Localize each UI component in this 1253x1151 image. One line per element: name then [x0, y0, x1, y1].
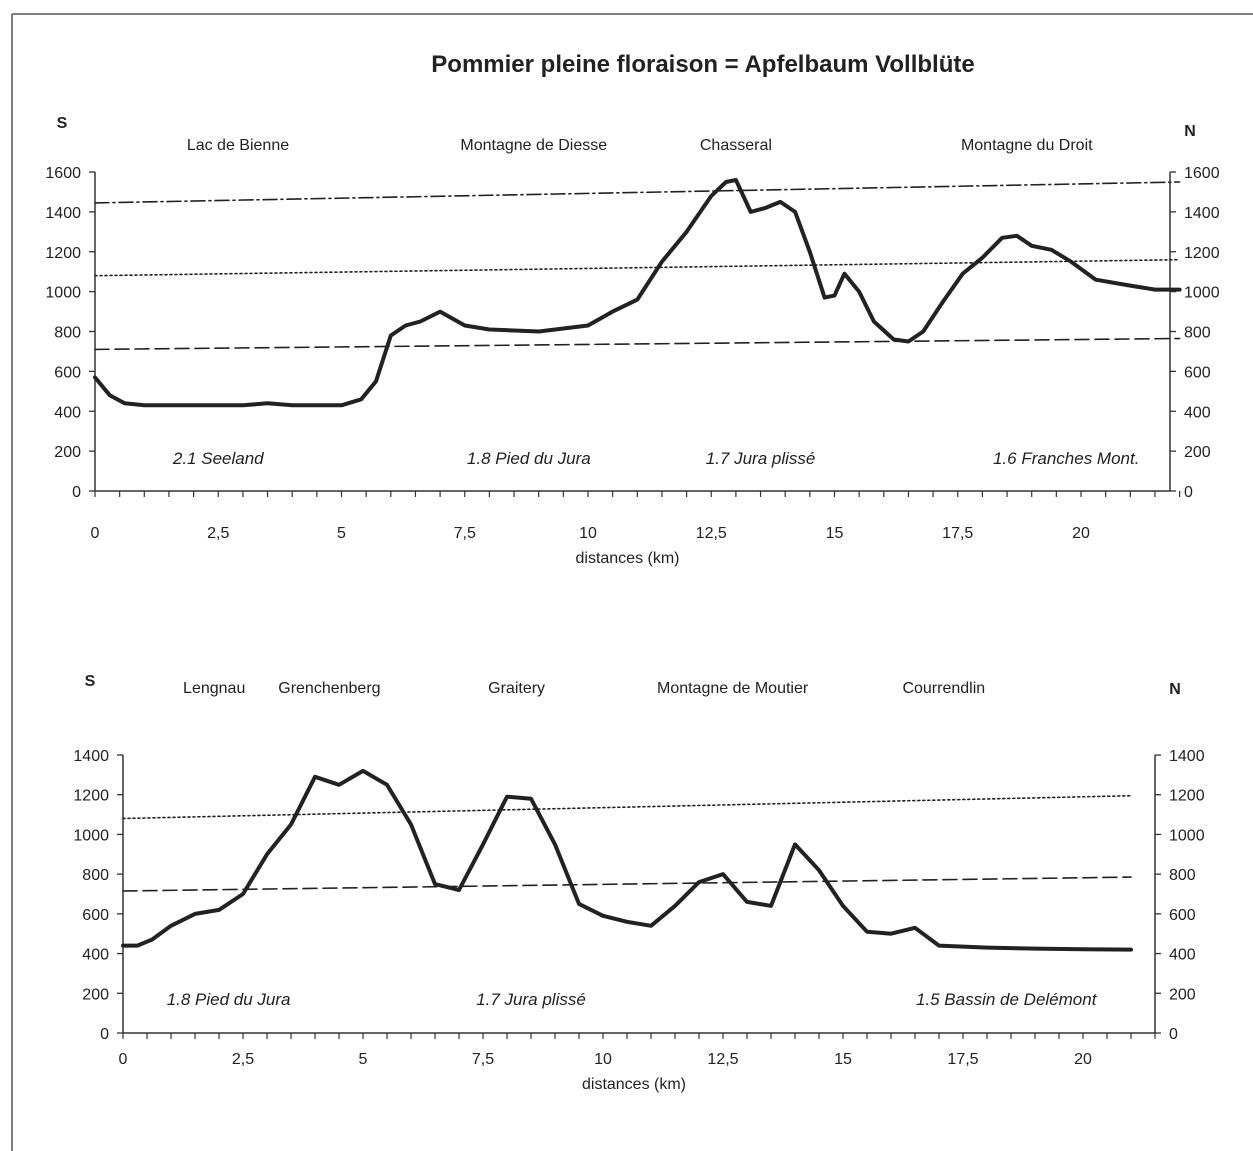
y-tick-label-left: 0: [72, 484, 81, 501]
x-tick-label: 12,5: [707, 1051, 738, 1068]
x-tick-label: 15: [834, 1051, 852, 1068]
y-tick-label-left: 200: [54, 444, 81, 461]
elevation-profile-line: [121, 768, 1133, 952]
threshold-line-dotted: [122, 794, 1132, 820]
figure-title: Pommier pleine floraison = Apfelbaum Vol…: [431, 51, 974, 78]
y-tick-label-left: 400: [82, 947, 109, 964]
x-tick-label: 15: [826, 525, 844, 542]
direction-label-north: N: [1169, 681, 1181, 698]
direction-label-north: N: [1184, 123, 1196, 140]
region-label: 1.5 Bassin de Delémont: [916, 990, 1098, 1009]
y-tick-label-left: 1000: [45, 285, 81, 302]
x-tick-label: 0: [91, 525, 100, 542]
y-tick-label-left: 800: [82, 867, 109, 884]
x-tick-label: 5: [337, 525, 346, 542]
y-tick-label-right: 1400: [1169, 748, 1205, 765]
y-tick-label-right: 800: [1169, 867, 1196, 884]
y-tick-label-left: 1200: [45, 245, 81, 262]
x-tick-label: 20: [1072, 525, 1090, 542]
place-label: Montagne de Diesse: [460, 137, 607, 154]
x-tick-label: 10: [594, 1051, 612, 1068]
elevation-profile-line: [93, 178, 1182, 408]
y-tick-label-right: 600: [1169, 907, 1196, 924]
y-tick-label-right: 400: [1169, 947, 1196, 964]
place-label: Montagne de Moutier: [657, 680, 809, 697]
x-tick-label: 20: [1074, 1051, 1092, 1068]
direction-label-south: S: [85, 673, 96, 690]
x-tick-label: 2,5: [232, 1051, 254, 1068]
region-label: 1.8 Pied du Jura: [467, 449, 591, 468]
y-tick-label-left: 600: [54, 364, 81, 381]
y-tick-label-right: 0: [1184, 484, 1193, 501]
x-tick-label: 12,5: [696, 525, 727, 542]
place-label: Chasseral: [700, 137, 772, 154]
y-tick-label-right: 1400: [1184, 205, 1220, 222]
y-tick-label-right: 1000: [1169, 827, 1205, 844]
threshold-line-dashed: [122, 876, 1132, 892]
x-tick-label: 17,5: [947, 1051, 978, 1068]
x-tick-label: 5: [359, 1051, 368, 1068]
y-tick-label-right: 1600: [1184, 165, 1220, 182]
y-tick-label-left: 1400: [45, 205, 81, 222]
y-tick-label-left: 600: [82, 907, 109, 924]
x-axis-title: distances (km): [575, 550, 679, 567]
y-tick-label-left: 200: [82, 986, 109, 1003]
x-tick-label: 7,5: [454, 525, 476, 542]
y-tick-label-left: 1000: [73, 827, 109, 844]
y-tick-label-right: 400: [1184, 404, 1211, 421]
y-tick-label-right: 600: [1184, 364, 1211, 381]
y-tick-label-left: 1400: [73, 748, 109, 765]
region-label: 1.7 Jura plissé: [476, 990, 586, 1009]
x-tick-label: 7,5: [472, 1051, 494, 1068]
place-label: Lengnau: [183, 680, 245, 697]
y-tick-label-left: 400: [54, 404, 81, 421]
y-tick-label-right: 1200: [1169, 788, 1205, 805]
place-label: Grenchenberg: [278, 680, 380, 697]
place-label: Lac de Bienne: [187, 137, 289, 154]
region-label: 1.6 Franches Mont.: [993, 449, 1139, 468]
x-tick-label: 0: [119, 1051, 128, 1068]
threshold-line-dotted: [94, 258, 1181, 277]
x-axis-title: distances (km): [582, 1076, 686, 1093]
place-label: Montagne du Droit: [961, 137, 1093, 154]
y-tick-label-right: 1000: [1184, 285, 1220, 302]
place-label: Courrendlin: [902, 680, 985, 697]
y-tick-label-right: 800: [1184, 325, 1211, 342]
y-tick-label-left: 0: [100, 1026, 109, 1043]
place-label: Graitery: [488, 680, 545, 697]
direction-label-south: S: [57, 115, 68, 132]
threshold-line-dash-dot: [94, 181, 1181, 204]
threshold-line-dashed: [94, 337, 1181, 351]
y-tick-label-right: 200: [1184, 444, 1211, 461]
y-tick-label-right: 1200: [1184, 245, 1220, 262]
y-tick-label-right: 0: [1169, 1026, 1178, 1043]
x-tick-label: 10: [579, 525, 597, 542]
region-label: 2.1 Seeland: [172, 449, 264, 468]
y-tick-label-right: 200: [1169, 986, 1196, 1003]
y-tick-label-left: 1200: [73, 788, 109, 805]
region-label: 1.8 Pied du Jura: [167, 990, 291, 1009]
region-label: 1.7 Jura plissé: [706, 449, 816, 468]
x-tick-label: 17,5: [942, 525, 973, 542]
x-tick-label: 2,5: [207, 525, 229, 542]
y-tick-label-left: 800: [54, 325, 81, 342]
y-tick-label-left: 1600: [45, 165, 81, 182]
